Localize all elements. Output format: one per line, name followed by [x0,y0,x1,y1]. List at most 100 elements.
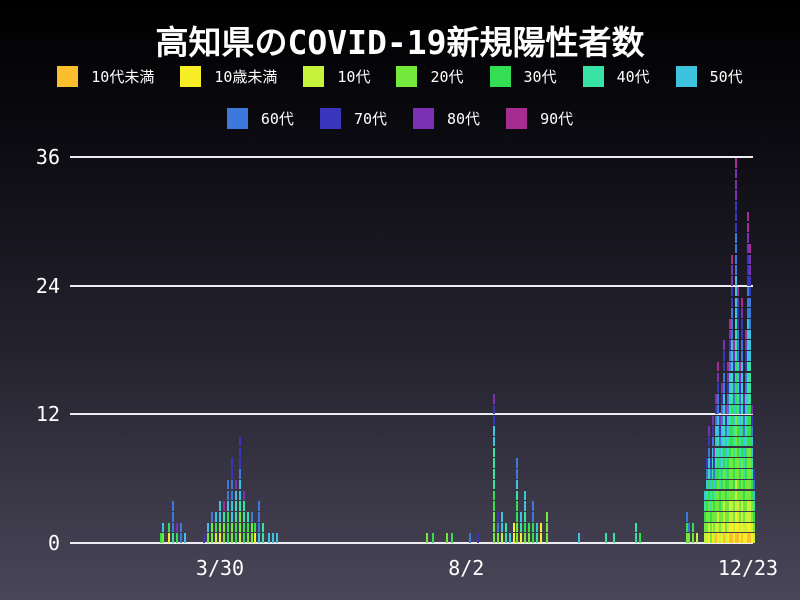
bar-segment [242,512,245,522]
bar-segment [739,522,742,533]
bar-segment [746,372,749,383]
bar-segment [746,512,749,522]
bar-segment [741,329,744,340]
bar-segment [741,361,744,372]
bar-segment [254,522,257,533]
bar-segment [746,394,749,404]
bar-segment [733,501,736,511]
bar-segment [723,479,726,490]
bar-segment [634,522,637,533]
bar-segment [727,479,730,490]
bar-segment [707,447,710,458]
bar-segment [752,479,755,490]
bar-segment [238,490,241,501]
bar-segment [226,533,229,543]
bar-segment [711,415,714,426]
bar-segment [733,361,736,372]
bar-segment [685,533,688,543]
legend-item: 30代 [489,66,557,87]
bar-segment [752,533,755,543]
bar-segment [739,533,742,543]
bar-segment [727,426,730,436]
bar-segment [748,458,751,468]
legend-swatch-icon [57,66,79,87]
bar-segment [729,404,732,415]
bar-segment [520,533,523,543]
bar-segment [546,533,549,543]
bar-segment [735,501,738,511]
bar-segment [715,501,718,511]
bar-segment [725,490,728,501]
y-axis-tick-label: 24 [35,273,60,298]
bar-segment [750,447,753,458]
bar-segment [741,372,744,383]
bar-segment [238,501,241,511]
bar-segment [731,383,734,393]
bar-segment [743,415,746,426]
bar-segment [161,522,164,533]
bar-segment [713,479,716,490]
bar-segment [748,522,751,533]
bar-segment [727,372,730,383]
bar-segment [733,490,736,501]
x-axis-tick-label: 3/30 [195,556,245,580]
bar-segment [516,512,519,522]
bar-segment [725,533,728,543]
bar-segment [226,501,229,511]
bar-segment [715,469,718,479]
bar-segment [746,340,749,350]
bar-segment [739,501,742,511]
bar-segment [733,469,736,479]
bar-segment [735,458,738,468]
bar-segment [546,512,549,522]
bar-segment [731,254,734,265]
bar-segment [731,479,734,490]
bar-segment [715,533,718,543]
bar-segment [242,522,245,533]
bar-segment [723,404,726,415]
bar-segment [528,533,531,543]
bar-segment [719,469,722,479]
bar-segment [746,222,749,233]
bar-segment [745,436,748,447]
bar-segment [691,533,694,543]
bar-segment [711,533,714,543]
bar-segment [719,501,722,511]
bar-segment [717,479,720,490]
bar-segment [705,533,708,543]
bar-segment [741,447,744,458]
bar-segment [739,490,742,501]
bar-segment [723,394,726,404]
bar-segment [709,458,712,468]
bar-segment [528,522,531,533]
bar-segment [496,533,499,543]
bar-segment [745,329,748,340]
bar-segment [735,394,738,404]
bar-segment [743,469,746,479]
bar-segment [746,469,749,479]
bar-segment [230,458,233,468]
bar-segment [727,394,730,404]
bar-segment [725,458,728,468]
bar-segment [731,447,734,458]
bar-segment [737,501,740,511]
bar-segment [707,469,710,479]
bar-segment [719,490,722,501]
bar-segment [713,533,716,543]
bar-segment [739,372,742,383]
bar-segment [735,179,738,190]
bar-segment [735,276,738,286]
bar-segment [743,490,746,501]
bar-segment [717,383,720,393]
bar-segment [735,415,738,426]
bar-segment [735,201,738,211]
bar-segment [713,512,716,522]
legend-swatch-icon [582,66,604,87]
bar-segment [691,522,694,533]
bar-segment [719,436,722,447]
legend-label: 10代 [337,68,371,86]
bar-segment [745,512,748,522]
bar-segment [719,458,722,468]
legend-label: 70代 [353,110,387,128]
bar-segment [735,168,738,179]
